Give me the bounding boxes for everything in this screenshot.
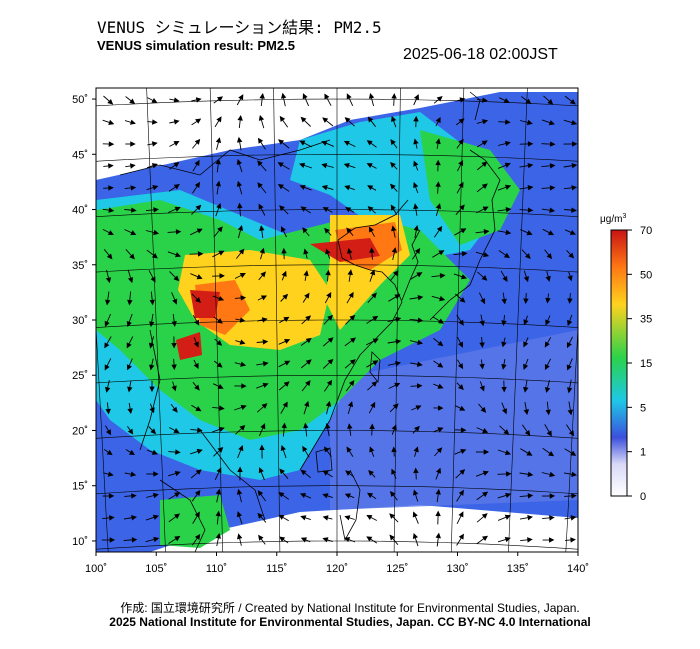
colorbar: μg/m3 70 50 35 15 5 1 0 [600, 213, 652, 503]
lat-tick-label: 30˚ [72, 315, 88, 327]
colorbar-tick-label: 1 [640, 447, 646, 459]
pm25-map: 50˚ 45˚ 40˚ 35˚ 30˚ 25˚ 20˚ 15˚ 10˚ 100˚ 105˚ 110˚… [72, 87, 652, 575]
colorbar-tick-label: 35 [640, 314, 652, 326]
colorbar-tick-label: 0 [640, 491, 646, 503]
latitude-axis: 50˚ 45˚ 40˚ 35˚ 30˚ 25˚ 20˚ 15˚ 10˚ [72, 94, 96, 548]
map-title-japanese: VENUS シミュレーション結果: PM2.5 [97, 18, 382, 37]
colorbar-tick-label: 5 [640, 402, 646, 414]
lat-tick-label: 25˚ [72, 370, 88, 382]
lon-tick-label: 100˚ [85, 563, 107, 575]
lon-tick-label: 125˚ [386, 563, 408, 575]
lon-tick-label: 135˚ [507, 563, 529, 575]
lat-tick-label: 50˚ [72, 94, 88, 106]
lon-tick-label: 140˚ [567, 563, 589, 575]
colorbar-tick-label: 70 [640, 225, 652, 237]
lat-tick-label: 10˚ [72, 536, 88, 548]
graticule [96, 88, 578, 552]
colorbar-tick-label: 50 [640, 269, 652, 281]
colorbar-tick-label: 15 [640, 358, 652, 370]
colorbar-scale [610, 229, 628, 497]
longitude-axis: 100˚ 105˚ 110˚ 115˚ 120˚ 125˚ 130˚ 135˚ 140˚ [85, 552, 589, 575]
lat-tick-label: 35˚ [72, 260, 88, 272]
lon-tick-label: 105˚ [145, 563, 167, 575]
lon-tick-label: 130˚ [446, 563, 468, 575]
wind-vectors [101, 92, 578, 547]
copyright-text: 2025 National Institute for Environmenta… [109, 615, 591, 629]
lat-tick-label: 20˚ [72, 425, 88, 437]
lon-tick-label: 120˚ [326, 563, 348, 575]
coastlines [119, 91, 501, 552]
lat-tick-label: 15˚ [72, 481, 88, 493]
lon-tick-label: 115˚ [266, 563, 287, 575]
credit-text: 作成: 国立環境研究所 / Created by National Instit… [120, 601, 580, 615]
forecast-timestamp: 2025-06-18 02:00JST [403, 46, 558, 63]
map-title-english: VENUS simulation result: PM2.5 [97, 38, 295, 53]
lat-tick-label: 45˚ [72, 149, 88, 161]
lat-tick-label: 40˚ [72, 205, 88, 217]
lon-tick-label: 110˚ [206, 563, 227, 575]
colorbar-unit: μg/m3 [600, 213, 626, 225]
